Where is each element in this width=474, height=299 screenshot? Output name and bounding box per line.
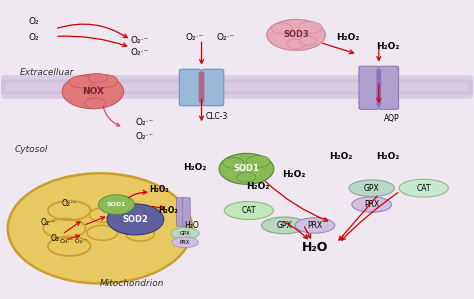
Text: SOD1: SOD1: [234, 164, 259, 173]
Text: H₂O: H₂O: [302, 241, 328, 254]
FancyBboxPatch shape: [359, 66, 379, 109]
Ellipse shape: [262, 217, 307, 234]
Text: H₂O₂: H₂O₂: [246, 182, 270, 191]
Ellipse shape: [219, 153, 274, 184]
FancyBboxPatch shape: [0, 75, 474, 94]
FancyBboxPatch shape: [5, 83, 469, 91]
Ellipse shape: [287, 39, 306, 49]
Text: O₂: O₂: [28, 33, 39, 42]
Text: GPX: GPX: [276, 221, 292, 230]
Ellipse shape: [99, 195, 135, 214]
FancyBboxPatch shape: [199, 72, 204, 103]
Text: O₂·⁻: O₂·⁻: [131, 36, 149, 45]
Ellipse shape: [91, 74, 118, 88]
Text: SOD1: SOD1: [107, 202, 126, 207]
Ellipse shape: [267, 19, 325, 51]
Text: O₂·⁻: O₂·⁻: [136, 132, 154, 141]
Text: H₂O₂: H₂O₂: [337, 33, 360, 42]
Ellipse shape: [272, 23, 292, 34]
Ellipse shape: [352, 197, 392, 212]
Text: H₂O₂: H₂O₂: [183, 163, 206, 172]
Text: O₂·⁻: O₂·⁻: [131, 48, 149, 57]
Ellipse shape: [223, 158, 244, 168]
Text: O₂·⁻ O₂·⁻: O₂·⁻ O₂·⁻: [60, 239, 88, 244]
Ellipse shape: [85, 98, 106, 109]
Ellipse shape: [246, 155, 270, 167]
FancyBboxPatch shape: [0, 80, 474, 99]
FancyBboxPatch shape: [202, 69, 224, 106]
Ellipse shape: [171, 228, 199, 239]
Ellipse shape: [69, 76, 93, 88]
Text: H₂O₂: H₂O₂: [376, 152, 400, 161]
Text: H₂O₂: H₂O₂: [149, 185, 169, 194]
Ellipse shape: [349, 180, 394, 196]
Text: O₂: O₂: [28, 17, 39, 26]
Text: O₂·⁻: O₂·⁻: [216, 33, 234, 42]
Ellipse shape: [399, 179, 448, 197]
Ellipse shape: [295, 218, 335, 233]
Text: H₂O₂: H₂O₂: [282, 170, 305, 179]
Ellipse shape: [62, 74, 124, 109]
FancyBboxPatch shape: [179, 69, 201, 106]
Text: GPX: GPX: [180, 231, 191, 236]
Text: AQP: AQP: [384, 115, 400, 123]
Text: CAT: CAT: [417, 184, 431, 193]
Ellipse shape: [107, 204, 164, 235]
Ellipse shape: [88, 73, 107, 83]
Text: O₂·⁻: O₂·⁻: [40, 218, 55, 227]
Text: H₂O₂: H₂O₂: [329, 152, 353, 161]
Ellipse shape: [299, 22, 322, 33]
Text: NOX: NOX: [82, 87, 104, 96]
Ellipse shape: [224, 202, 273, 219]
Text: O₂·⁻: O₂·⁻: [62, 199, 77, 208]
FancyBboxPatch shape: [379, 66, 399, 109]
Text: PRX: PRX: [180, 240, 190, 245]
Ellipse shape: [172, 237, 198, 248]
FancyBboxPatch shape: [176, 198, 184, 226]
Text: O₂·⁻: O₂·⁻: [136, 118, 154, 127]
Text: PRX: PRX: [364, 200, 379, 209]
Text: O₂: O₂: [51, 234, 60, 243]
Text: PRX: PRX: [307, 221, 323, 230]
Text: O₂·⁻: O₂·⁻: [185, 33, 204, 42]
Ellipse shape: [300, 36, 317, 45]
Text: Extracelluar: Extracelluar: [19, 68, 74, 77]
FancyBboxPatch shape: [376, 69, 381, 106]
Text: CAT: CAT: [242, 206, 256, 215]
Text: Cytosol: Cytosol: [15, 145, 48, 154]
Ellipse shape: [237, 173, 256, 182]
Ellipse shape: [8, 173, 192, 283]
Text: H₂O₂: H₂O₂: [159, 206, 178, 215]
Text: SOD3: SOD3: [283, 30, 309, 39]
Text: H₂O: H₂O: [185, 221, 200, 230]
FancyBboxPatch shape: [182, 198, 190, 226]
Text: SOD2: SOD2: [122, 215, 148, 224]
Text: CLC-3: CLC-3: [206, 112, 228, 121]
Text: GPX: GPX: [364, 184, 380, 193]
Text: H₂O₂: H₂O₂: [376, 42, 400, 51]
Text: Mitochondrion: Mitochondrion: [100, 279, 164, 288]
